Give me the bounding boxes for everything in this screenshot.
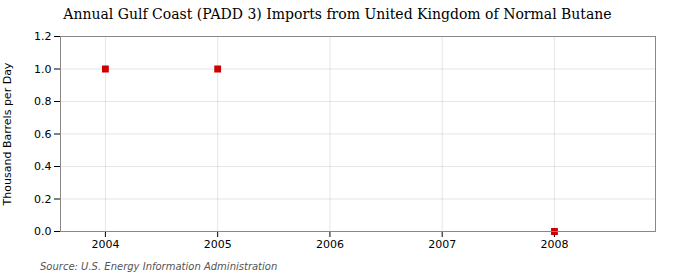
html-text:Annual Gulf Coast (PADD 3) Imp: Annual Gulf Coast (PADD 3) Imports from … <box>63 6 612 22</box>
svg-text:0.8: 0.8 <box>34 95 52 108</box>
svg-text:1.2: 1.2 <box>34 30 52 43</box>
svg-text:Thousand Barrels per Day: Thousand Barrels per Day <box>1 62 14 206</box>
svg-text:2007: 2007 <box>428 238 456 251</box>
html-text:Source: U.S. Energy Informatio: Source: U.S. Energy Information Administ… <box>40 261 278 272</box>
svg-text:2008: 2008 <box>540 238 568 251</box>
svg-text:0.4: 0.4 <box>34 160 52 173</box>
svg-text:0.0: 0.0 <box>34 225 52 238</box>
svg-text:1.0: 1.0 <box>34 63 52 76</box>
svg-text:0.6: 0.6 <box>34 128 52 141</box>
svg-text:2005: 2005 <box>204 238 232 251</box>
svg-text:0.2: 0.2 <box>34 193 52 206</box>
svg-text:2004: 2004 <box>91 238 119 251</box>
svg-text:2006: 2006 <box>316 238 344 251</box>
